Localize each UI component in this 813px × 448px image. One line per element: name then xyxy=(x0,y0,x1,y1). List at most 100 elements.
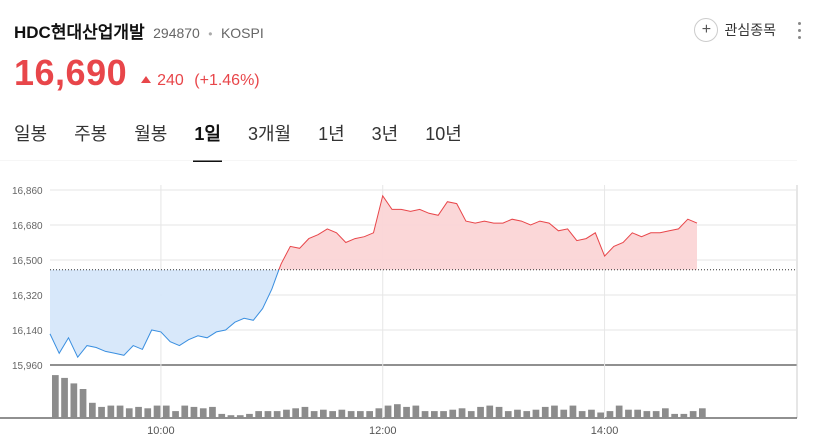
tab-10years[interactable]: 10년 xyxy=(425,124,462,144)
volume-bar xyxy=(52,375,59,418)
volume-bar xyxy=(578,411,586,418)
volume-bar xyxy=(236,415,244,418)
tab-3years[interactable]: 3년 xyxy=(371,124,399,144)
price-change: 240 (+1.46%) xyxy=(141,72,260,90)
volume-bar xyxy=(107,405,115,418)
volume-bar xyxy=(255,411,262,418)
y-tick-label: 16,140 xyxy=(12,326,43,337)
more-vertical-icon[interactable] xyxy=(798,22,802,43)
tab-daily[interactable]: 일봉 xyxy=(14,124,48,144)
x-tick-label: 12:00 xyxy=(369,425,397,437)
volume-bar xyxy=(495,406,503,418)
volume-bar xyxy=(209,406,216,418)
y-tick-label: 15,960 xyxy=(12,361,43,372)
volume-bar xyxy=(689,411,697,418)
volume-bar xyxy=(449,409,457,418)
volume-bar xyxy=(338,409,346,418)
volume-bar xyxy=(273,411,281,418)
volume-bar xyxy=(560,409,568,418)
volume-bar xyxy=(634,409,641,418)
volume-bar xyxy=(199,408,207,418)
volume-bar xyxy=(98,406,105,418)
volume-bar xyxy=(144,408,152,418)
volume-bar xyxy=(283,409,290,418)
volume-bar xyxy=(504,411,512,418)
tab-monthly[interactable]: 월봉 xyxy=(134,124,168,144)
up-triangle-icon xyxy=(141,76,152,83)
tab-weekly[interactable]: 주봉 xyxy=(74,124,108,144)
volume-bar xyxy=(135,406,142,418)
volume-bar xyxy=(597,412,604,418)
watchlist-label: 관심종목 xyxy=(724,22,776,38)
volume-bar xyxy=(89,402,96,418)
volume-bars xyxy=(52,375,706,418)
area-above-reference xyxy=(278,195,697,270)
area-below-reference xyxy=(50,269,279,358)
volume-bar xyxy=(181,405,189,418)
volume-bar xyxy=(486,405,494,418)
price-line-down xyxy=(49,269,280,359)
volume-bar xyxy=(172,411,179,418)
volume-bar xyxy=(162,405,170,418)
volume-bar xyxy=(412,405,420,418)
volume-bar xyxy=(320,409,327,418)
volume-bar xyxy=(541,406,549,418)
watchlist-button[interactable]: + 관심종목 xyxy=(694,18,776,42)
tab-1day[interactable]: 1일 xyxy=(193,120,222,162)
volume-bar xyxy=(394,404,401,418)
y-tick-label: 16,680 xyxy=(12,221,43,232)
volume-bar xyxy=(301,406,309,418)
volume-bar xyxy=(671,413,678,418)
plus-icon[interactable]: + xyxy=(694,18,719,42)
volume-bar xyxy=(477,406,484,418)
volume-bar xyxy=(588,409,595,418)
price-chart[interactable]: 16,860 16,680 16,500 16,320 16,140 15,960 10:… xyxy=(0,160,813,448)
current-price: 16,690 xyxy=(14,52,128,93)
volume-bar xyxy=(153,405,161,418)
volume-bar xyxy=(357,411,364,418)
volume-bar xyxy=(514,409,521,418)
y-tick-label: 16,500 xyxy=(12,256,43,267)
volume-bar xyxy=(61,377,68,418)
volume-bar xyxy=(662,408,669,418)
y-axis-ticks: 16,860 16,680 16,500 16,320 16,140 15,960 xyxy=(12,186,43,372)
volume-bar xyxy=(246,413,253,418)
volume-bar xyxy=(218,413,226,418)
volume-bar xyxy=(292,408,299,418)
volume-bar xyxy=(329,411,336,418)
volume-bar xyxy=(384,405,392,418)
stock-code: 294870 xyxy=(153,25,200,41)
volume-bar xyxy=(125,408,133,418)
separator-dot: • xyxy=(208,27,213,41)
volume-bar xyxy=(421,411,429,418)
volume-bar xyxy=(569,405,577,418)
volume-bar xyxy=(467,411,475,418)
volume-bar xyxy=(606,411,614,418)
volume-bar xyxy=(625,409,632,418)
y-tick-label: 16,860 xyxy=(12,186,43,197)
x-tick-label: 10:00 xyxy=(147,425,175,437)
volume-bar xyxy=(652,411,660,418)
price-row: 16,690 240 (+1.46%) xyxy=(14,52,260,94)
x-tick-label: 14:00 xyxy=(591,425,619,437)
volume-bar xyxy=(310,411,318,418)
y-tick-label: 16,320 xyxy=(12,291,43,302)
tab-1year[interactable]: 1년 xyxy=(318,124,345,144)
stock-header: HDC현대산업개발 294870 • KOSPI xyxy=(14,18,264,43)
x-axis-ticks: 10:00 12:00 14:00 xyxy=(147,425,618,437)
volume-bar xyxy=(551,405,558,418)
volume-bar xyxy=(440,411,447,418)
volume-bar xyxy=(347,411,355,418)
volume-bar xyxy=(680,413,688,418)
volume-bar xyxy=(523,411,531,418)
chart-areas xyxy=(50,195,697,358)
volume-bar xyxy=(190,406,198,418)
price-line-up xyxy=(278,194,698,270)
tab-3months[interactable]: 3개월 xyxy=(247,124,292,144)
volume-bar xyxy=(79,389,87,418)
volume-bar xyxy=(532,409,540,418)
volume-bar xyxy=(227,415,235,418)
change-amount: 240 xyxy=(157,72,184,89)
volume-bar xyxy=(403,406,410,418)
market-label: KOSPI xyxy=(220,25,264,41)
